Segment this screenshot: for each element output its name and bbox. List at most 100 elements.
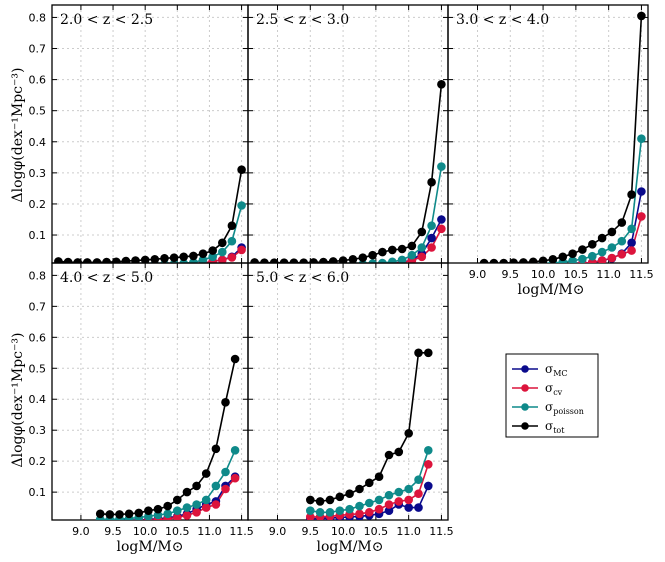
y-tick-label: 0.6 bbox=[29, 74, 47, 87]
data-point bbox=[407, 241, 417, 251]
data-point bbox=[578, 254, 587, 263]
data-point bbox=[306, 506, 315, 516]
data-point bbox=[227, 236, 237, 246]
data-point bbox=[338, 256, 348, 263]
data-point bbox=[230, 446, 240, 455]
data-point bbox=[368, 259, 377, 263]
legend-marker bbox=[521, 422, 529, 430]
data-point bbox=[538, 256, 548, 263]
data-point bbox=[192, 500, 201, 509]
y-tick-label: 0.3 bbox=[29, 167, 47, 180]
panel-4: 9.0 9.5 10.0 10.5 11.0 11.5 0.1 0.2 0.3 0.4 0.5 0.6… bbox=[29, 262, 254, 538]
data-point bbox=[437, 162, 446, 171]
x-tick-label: 9.0 bbox=[469, 268, 487, 281]
x-tick-label: 11.0 bbox=[396, 525, 421, 538]
data-point bbox=[124, 509, 134, 519]
y-tick-label: 0.4 bbox=[29, 393, 47, 406]
data-point bbox=[306, 495, 315, 505]
y-tick-label: 0.7 bbox=[29, 43, 47, 56]
series-group bbox=[95, 354, 240, 520]
data-point bbox=[237, 165, 246, 174]
panel-title: 2.5 < z < 3.0 bbox=[256, 12, 349, 28]
data-point bbox=[617, 236, 627, 246]
data-point bbox=[335, 506, 345, 516]
data-point bbox=[355, 509, 364, 519]
data-point bbox=[211, 444, 221, 454]
data-point bbox=[54, 257, 63, 263]
data-point bbox=[417, 252, 427, 262]
y-tick-label: 0.1 bbox=[29, 486, 47, 499]
x-tick-label: 9.0 bbox=[72, 525, 90, 538]
data-point bbox=[378, 258, 387, 263]
data-point bbox=[237, 201, 246, 210]
data-point bbox=[489, 258, 499, 263]
data-point bbox=[365, 508, 374, 517]
data-point bbox=[134, 508, 144, 518]
legend-label: σtot bbox=[545, 419, 565, 435]
data-point bbox=[328, 257, 338, 263]
data-point bbox=[404, 495, 414, 505]
series-group bbox=[54, 165, 246, 263]
data-point bbox=[112, 257, 121, 263]
data-point bbox=[437, 80, 446, 89]
axes-frame bbox=[51, 4, 249, 264]
x-tick-label: 10.5 bbox=[364, 525, 389, 538]
data-point bbox=[163, 501, 172, 511]
data-point bbox=[179, 252, 188, 262]
legend-label: σcv bbox=[545, 381, 563, 397]
x-tick-label: 10.0 bbox=[133, 525, 158, 538]
y-axis-label-bottom: Δlogφ(dex⁻¹Mpc⁻³) bbox=[10, 333, 26, 468]
legend: σMC σcv σpoisson σtot bbox=[505, 353, 599, 438]
data-point bbox=[355, 484, 364, 494]
data-point bbox=[607, 253, 617, 263]
data-point bbox=[424, 481, 433, 491]
data-point bbox=[427, 221, 436, 230]
data-point bbox=[597, 256, 607, 263]
data-point bbox=[627, 224, 636, 234]
panel-title: 2.0 < z < 2.5 bbox=[60, 12, 153, 28]
x-tick-label: 11.0 bbox=[197, 525, 222, 538]
y-axis-label-top: Δlogφ(dex⁻¹Mpc⁻³) bbox=[10, 68, 26, 203]
data-point bbox=[365, 498, 374, 508]
data-point bbox=[397, 244, 407, 254]
y-tick-label: 0.5 bbox=[29, 362, 47, 375]
data-point bbox=[568, 249, 577, 258]
data-point bbox=[397, 255, 407, 263]
y-tick-label: 0.4 bbox=[29, 136, 47, 149]
panel-5: 9.0 9.5 10.0 10.5 11.0 11.5 5.0 < z < 6.0 bbox=[247, 262, 454, 538]
y-tick-label: 0.2 bbox=[29, 198, 47, 211]
data-point bbox=[519, 258, 528, 263]
data-point bbox=[384, 450, 394, 460]
data-point bbox=[150, 255, 160, 263]
x-tick-label: 9.5 bbox=[502, 268, 520, 281]
series-line bbox=[484, 15, 643, 263]
data-point bbox=[173, 495, 182, 505]
data-point bbox=[182, 487, 192, 497]
data-point bbox=[102, 257, 111, 263]
data-point bbox=[427, 177, 436, 187]
data-point bbox=[424, 460, 433, 469]
data-point bbox=[211, 500, 221, 509]
data-point bbox=[558, 252, 568, 262]
x-tick-label: 11.0 bbox=[596, 268, 621, 281]
data-point bbox=[221, 484, 230, 494]
data-point bbox=[407, 250, 417, 260]
data-point bbox=[417, 227, 427, 237]
series-group bbox=[306, 348, 433, 520]
data-point bbox=[394, 447, 404, 457]
y-tick-label: 0.5 bbox=[29, 105, 47, 118]
data-point bbox=[345, 489, 354, 499]
x-tick-label: 9.5 bbox=[302, 525, 320, 538]
data-point bbox=[201, 503, 211, 512]
data-point bbox=[414, 348, 423, 358]
data-point bbox=[315, 497, 325, 506]
series-line bbox=[100, 358, 236, 516]
series-group bbox=[479, 11, 646, 263]
data-point bbox=[388, 257, 397, 263]
data-point bbox=[374, 472, 384, 482]
data-point bbox=[140, 255, 150, 263]
data-point bbox=[169, 253, 179, 263]
data-point bbox=[417, 243, 427, 252]
data-point bbox=[63, 257, 73, 263]
data-point bbox=[365, 478, 374, 488]
